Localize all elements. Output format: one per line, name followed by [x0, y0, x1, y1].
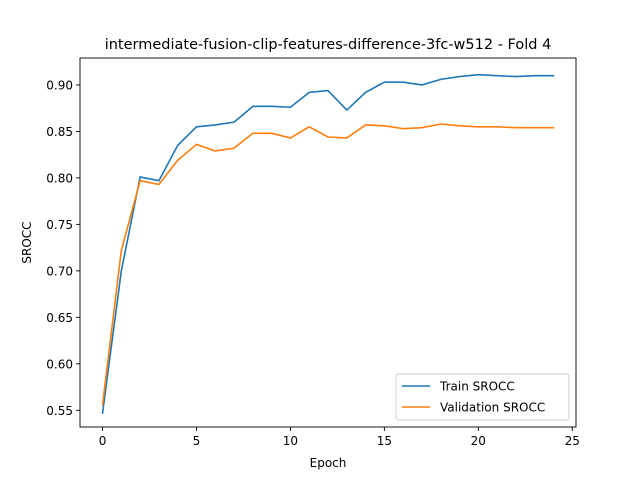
x-tick-label: 25	[565, 434, 580, 448]
plot-frame	[79, 57, 577, 428]
legend-label-train: Train SROCC	[439, 380, 515, 394]
x-tick-label: 10	[283, 434, 298, 448]
y-tick-label: 0.75	[46, 218, 73, 232]
y-tick-label: 0.70	[46, 264, 73, 278]
plot-area	[80, 58, 576, 427]
y-axis-label: SROCC	[20, 221, 34, 263]
series-layer	[101, 73, 555, 414]
y-tick-label: 0.80	[46, 171, 73, 185]
x-tick-label: 0	[99, 434, 107, 448]
legend-box	[395, 373, 570, 421]
y-axis-ticks: 0.55 0.60 0.65 0.70 0.75 0.80 0.85 0.90	[46, 78, 80, 418]
x-tick-label: 15	[377, 434, 392, 448]
legend-label-validation: Validation SROCC	[440, 401, 545, 415]
x-axis-ticks: 0 5 10 15 20 25	[99, 427, 580, 448]
legend: Train SROCC Validation SROCC	[395, 373, 570, 421]
chart-title: intermediate-fusion-clip-features-differ…	[105, 37, 552, 53]
x-tick-label: 5	[193, 434, 201, 448]
series-line-train	[101, 73, 555, 414]
series-line-validation	[101, 123, 555, 406]
y-tick-label: 0.55	[46, 404, 73, 418]
y-tick-label: 0.60	[46, 357, 73, 371]
x-tick-label: 20	[471, 434, 486, 448]
y-tick-label: 0.90	[46, 78, 73, 92]
y-tick-label: 0.65	[46, 311, 73, 325]
y-tick-label: 0.85	[46, 125, 73, 139]
x-axis-label: Epoch	[310, 456, 347, 470]
